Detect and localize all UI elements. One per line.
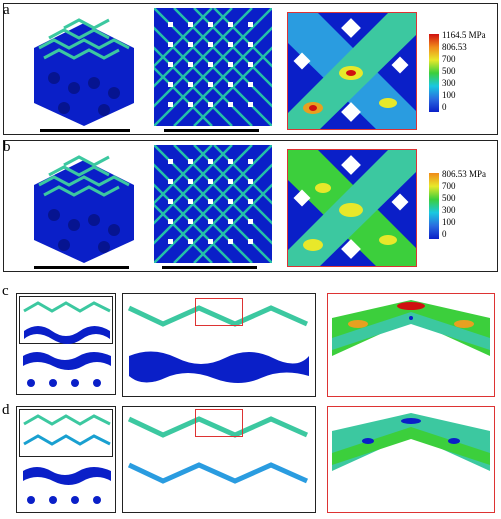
legend-label: 0: [442, 229, 447, 239]
legend-label: 1164.5 MPa: [442, 30, 486, 40]
zigzag-strut-image: [127, 416, 309, 484]
panel-a: a: [3, 2, 499, 135]
panel-c-right: [327, 293, 495, 397]
stress-zoom-image-b: [287, 149, 417, 267]
panel-d-right: [327, 406, 495, 513]
legend-label: 0: [442, 102, 447, 112]
legend-label: 500: [442, 66, 456, 76]
scale-bar: [40, 129, 130, 132]
colorbar-a: 1164.5 MPa 806.53 700 500 300 100 0: [429, 30, 499, 112]
zoom-region-box: [195, 298, 243, 326]
legend-label: 300: [442, 78, 456, 88]
colorbar-b: 806.53 MPa 700 500 300 100 0: [429, 169, 499, 239]
stress-zoom-image-d: [332, 413, 490, 471]
panel-b: b: [3, 139, 499, 272]
lattice-front-image-a: [154, 8, 272, 126]
panel-c-left: [16, 293, 116, 395]
strut-dots-image: [27, 496, 101, 504]
legend-label: 100: [442, 90, 456, 100]
legend-label: 100: [442, 217, 456, 227]
scale-bar: [162, 266, 257, 269]
strut-zigzag-image: [19, 409, 113, 457]
lattice-front-image-b: [154, 145, 272, 263]
zoom-region-box: [195, 409, 243, 437]
legend-label: 806.53: [442, 42, 467, 52]
strut-dots-image: [27, 379, 101, 387]
panel-label-a: a: [3, 2, 10, 18]
panel-d-mid: [122, 406, 316, 513]
colorbar-gradient: [429, 34, 439, 112]
strut-wave-image: [23, 352, 111, 370]
zigzag-strut-image: [127, 305, 309, 383]
scale-bar: [164, 129, 259, 132]
lattice-3d-image-a: [24, 8, 144, 128]
stress-zoom-image-c: [332, 300, 490, 356]
scale-bar: [34, 266, 129, 269]
panel-label-c: c: [2, 283, 9, 299]
panel-label-b: b: [3, 139, 11, 155]
panel-c-mid: [122, 293, 316, 397]
legend-label: 700: [442, 181, 456, 191]
strut-zigzag-image: [19, 296, 113, 344]
stress-zoom-image-a: [287, 12, 417, 130]
lattice-3d-image-b: [24, 145, 144, 265]
colorbar-gradient: [429, 173, 439, 239]
legend-label: 806.53 MPa: [442, 169, 487, 179]
legend-label: 300: [442, 205, 456, 215]
legend-label: 700: [442, 54, 456, 64]
panel-label-d: d: [2, 402, 10, 418]
legend-label: 500: [442, 193, 456, 203]
panel-d-left: [16, 406, 116, 513]
strut-wave-image: [23, 467, 111, 485]
